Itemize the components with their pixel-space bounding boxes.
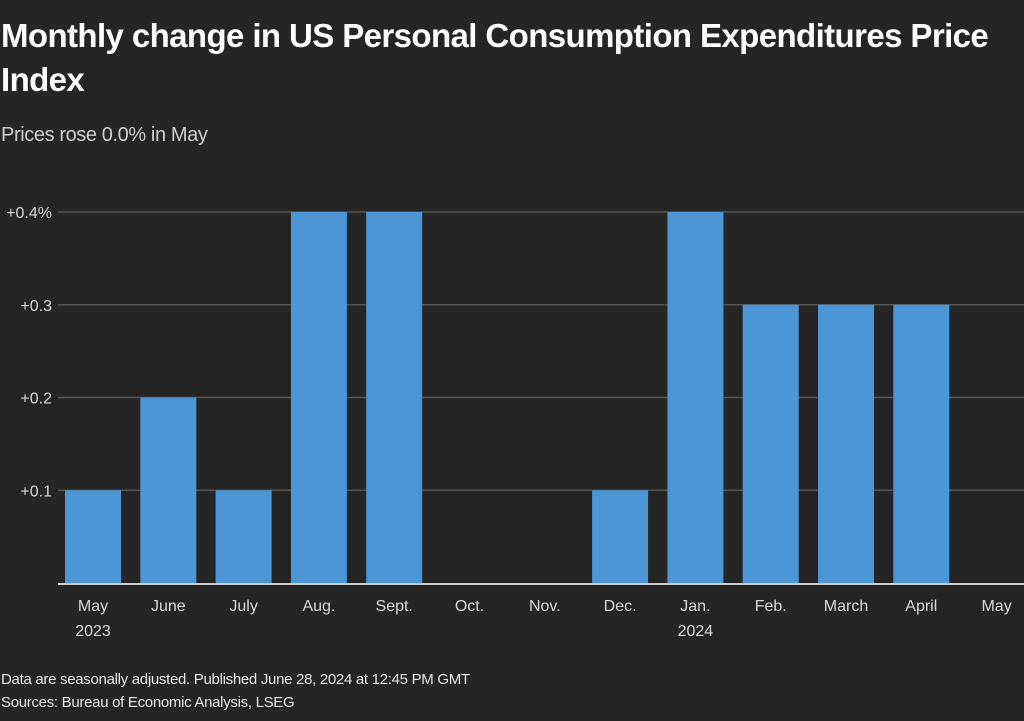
x-tick-label: Nov. <box>529 598 561 615</box>
bar <box>290 212 347 583</box>
y-tick-label: +0.3 <box>20 298 52 315</box>
x-tick-label: June <box>151 598 186 615</box>
x-tick-label: Dec. <box>604 598 637 615</box>
bar <box>742 304 799 583</box>
x-tick-label: Jan. <box>680 598 710 615</box>
x-tick-label: July <box>229 598 257 615</box>
chart-title: Monthly change in US Personal Consumptio… <box>1 17 989 98</box>
x-tick-label: March <box>824 598 868 615</box>
x-tick-label: Feb. <box>755 598 787 615</box>
x-tick-label: May <box>78 598 108 615</box>
x-tick-year-label: 2024 <box>678 623 714 640</box>
bar <box>140 397 197 583</box>
bar <box>65 490 121 583</box>
y-tick-label: +0.2 <box>20 391 52 408</box>
x-tick-label: Sept. <box>376 598 413 615</box>
y-tick-label: +0.1 <box>20 483 52 500</box>
x-tick-label: Oct. <box>455 598 484 615</box>
y-tick-label: +0.4% <box>6 205 52 222</box>
bar <box>592 490 649 583</box>
x-tick-year-label: 2023 <box>75 623 111 640</box>
chart-subtitle: Prices rose 0.0% in May <box>1 124 208 146</box>
bar <box>667 212 724 583</box>
bar <box>818 304 874 583</box>
bar <box>893 304 950 583</box>
x-tick-label: Aug. <box>302 598 335 615</box>
bar <box>215 490 272 583</box>
footnote: Data are seasonally adjusted. Published … <box>1 671 470 688</box>
x-tick-label: April <box>905 598 937 615</box>
bar <box>366 212 423 583</box>
sources: Sources: Bureau of Economic Analysis, LS… <box>1 694 295 711</box>
x-tick-label: May <box>981 598 1011 615</box>
